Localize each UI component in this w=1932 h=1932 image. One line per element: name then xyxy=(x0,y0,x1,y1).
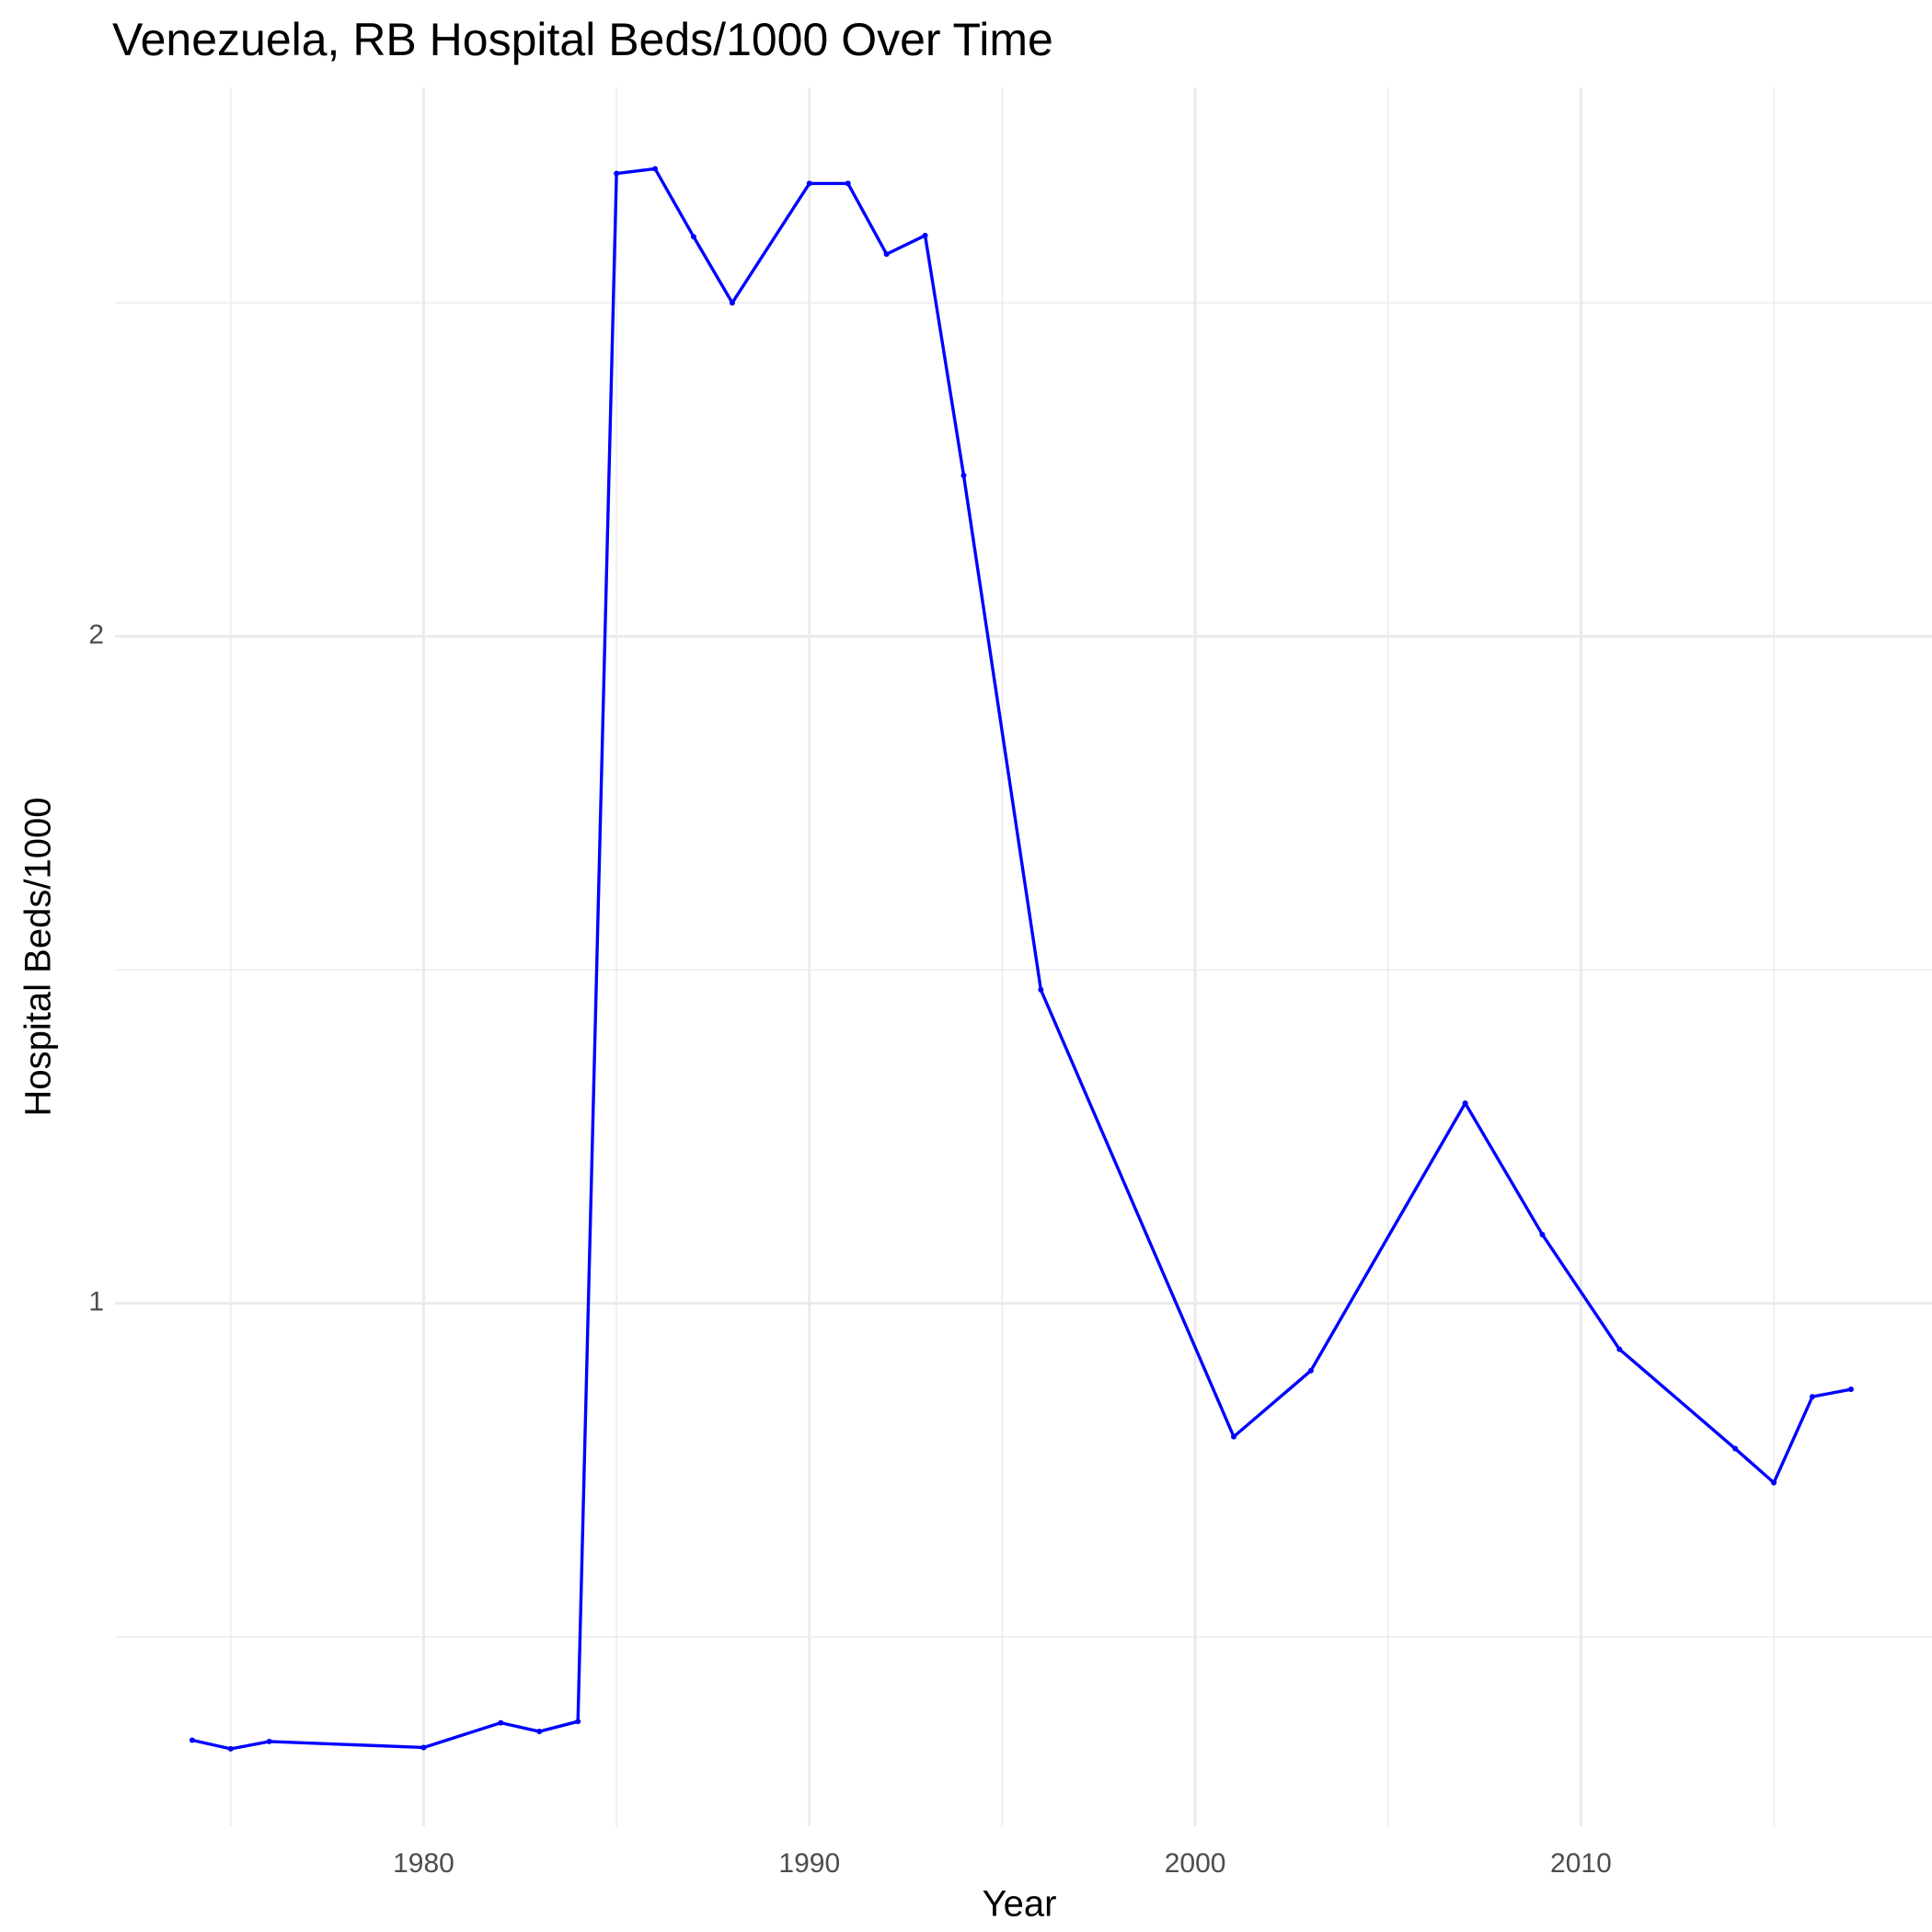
data-point xyxy=(922,232,928,238)
data-point xyxy=(1307,1367,1314,1374)
data-point xyxy=(575,1719,581,1725)
data-point xyxy=(806,180,812,187)
y-tick-label: 2 xyxy=(88,620,104,650)
x-tick-label: 2000 xyxy=(1165,1848,1226,1879)
data-point xyxy=(266,1738,272,1744)
data-point xyxy=(227,1745,234,1752)
data-point xyxy=(960,472,967,478)
data-point xyxy=(536,1729,543,1735)
x-tick-label: 1990 xyxy=(778,1848,840,1879)
data-point xyxy=(729,300,735,306)
data-point xyxy=(1847,1386,1854,1393)
data-point xyxy=(1539,1231,1546,1237)
data-line xyxy=(191,167,1852,1751)
chart-title: Venezuela, RB Hospital Beds/1000 Over Ti… xyxy=(112,14,1053,65)
data-point xyxy=(1231,1433,1237,1440)
data-point xyxy=(1732,1445,1739,1452)
x-axis-title: Year xyxy=(983,1884,1057,1925)
data-point xyxy=(1616,1346,1623,1352)
data-point xyxy=(883,251,890,258)
data-point xyxy=(652,166,659,172)
data-point xyxy=(845,180,851,187)
y-axis-title: Hospital Beds/1000 xyxy=(18,798,59,1117)
data-point xyxy=(1462,1100,1468,1107)
x-tick-label: 1980 xyxy=(393,1848,454,1879)
x-tick-label: 2010 xyxy=(1550,1848,1612,1879)
data-point xyxy=(189,1737,195,1743)
data-point xyxy=(1771,1479,1777,1486)
data-point xyxy=(420,1744,427,1751)
data-point xyxy=(614,170,620,177)
data-point xyxy=(498,1719,504,1726)
data-point xyxy=(690,234,696,240)
data-point xyxy=(1810,1394,1816,1400)
y-tick-label: 1 xyxy=(88,1287,104,1317)
data-point xyxy=(1038,986,1044,993)
